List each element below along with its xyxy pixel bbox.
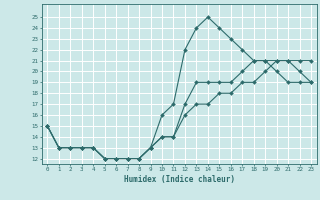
X-axis label: Humidex (Indice chaleur): Humidex (Indice chaleur) [124,175,235,184]
